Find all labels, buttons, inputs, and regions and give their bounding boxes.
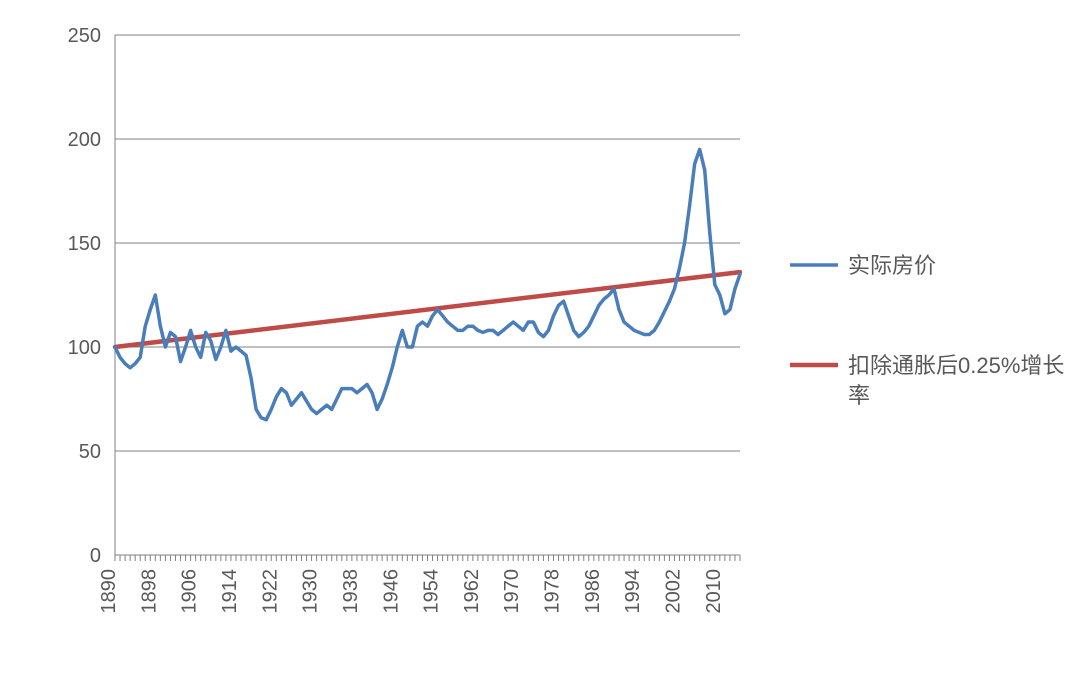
y-tick-label: 250 <box>68 25 101 47</box>
x-tick-label: 2010 <box>703 569 725 614</box>
x-tick-label: 1994 <box>622 569 644 614</box>
line-chart: 0 50 100 150 200 250 1890 1898 1906 1914 1922 1930 1… <box>0 0 1080 678</box>
legend-label: 率 <box>848 383 870 408</box>
x-tick-label: 1970 <box>501 569 523 614</box>
x-tick-label: 1898 <box>138 569 160 614</box>
x-tick-label: 1978 <box>542 569 564 614</box>
x-tick-label: 2002 <box>663 569 685 614</box>
y-tick-label: 200 <box>68 129 101 151</box>
x-tick-label: 1890 <box>98 569 120 614</box>
legend-label: 实际房价 <box>848 253 936 278</box>
x-tick-label: 1986 <box>582 569 604 614</box>
x-tick-label: 1930 <box>300 569 322 614</box>
x-tick-label: 1962 <box>461 569 483 614</box>
x-tick-label: 1938 <box>340 569 362 614</box>
y-tick-label: 50 <box>79 441 101 463</box>
chart-container: 0 50 100 150 200 250 1890 1898 1906 1914 1922 1930 1… <box>0 0 1080 678</box>
x-tick-label: 1946 <box>380 569 402 614</box>
y-tick-label: 100 <box>68 337 101 359</box>
y-tick-label: 150 <box>68 233 101 255</box>
y-tick-label: 0 <box>90 545 101 567</box>
x-tick-label: 1906 <box>179 569 201 614</box>
x-tick-label: 1914 <box>219 569 241 614</box>
legend-label: 扣除通胀后0.25%增长 <box>848 353 1064 378</box>
x-tick-label: 1954 <box>421 569 443 614</box>
x-tick-label: 1922 <box>259 569 281 614</box>
